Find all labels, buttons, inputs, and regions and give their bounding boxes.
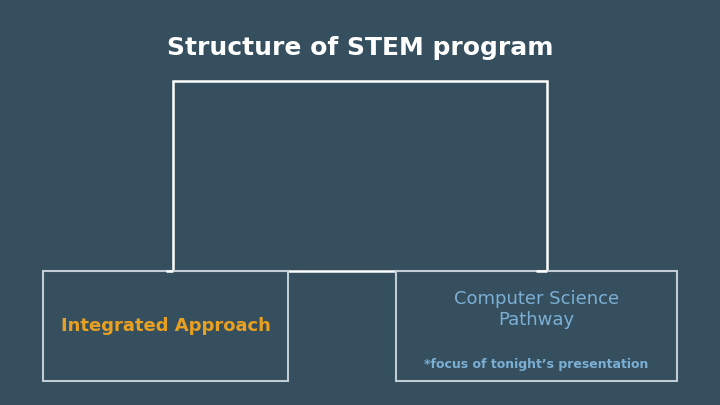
Text: Structure of STEM program: Structure of STEM program [167, 36, 553, 60]
FancyBboxPatch shape [43, 271, 288, 381]
Text: Integrated Approach: Integrated Approach [60, 317, 271, 335]
Text: Computer Science
Pathway: Computer Science Pathway [454, 290, 619, 329]
Text: *focus of tonight’s presentation: *focus of tonight’s presentation [424, 358, 649, 371]
FancyBboxPatch shape [396, 271, 677, 381]
